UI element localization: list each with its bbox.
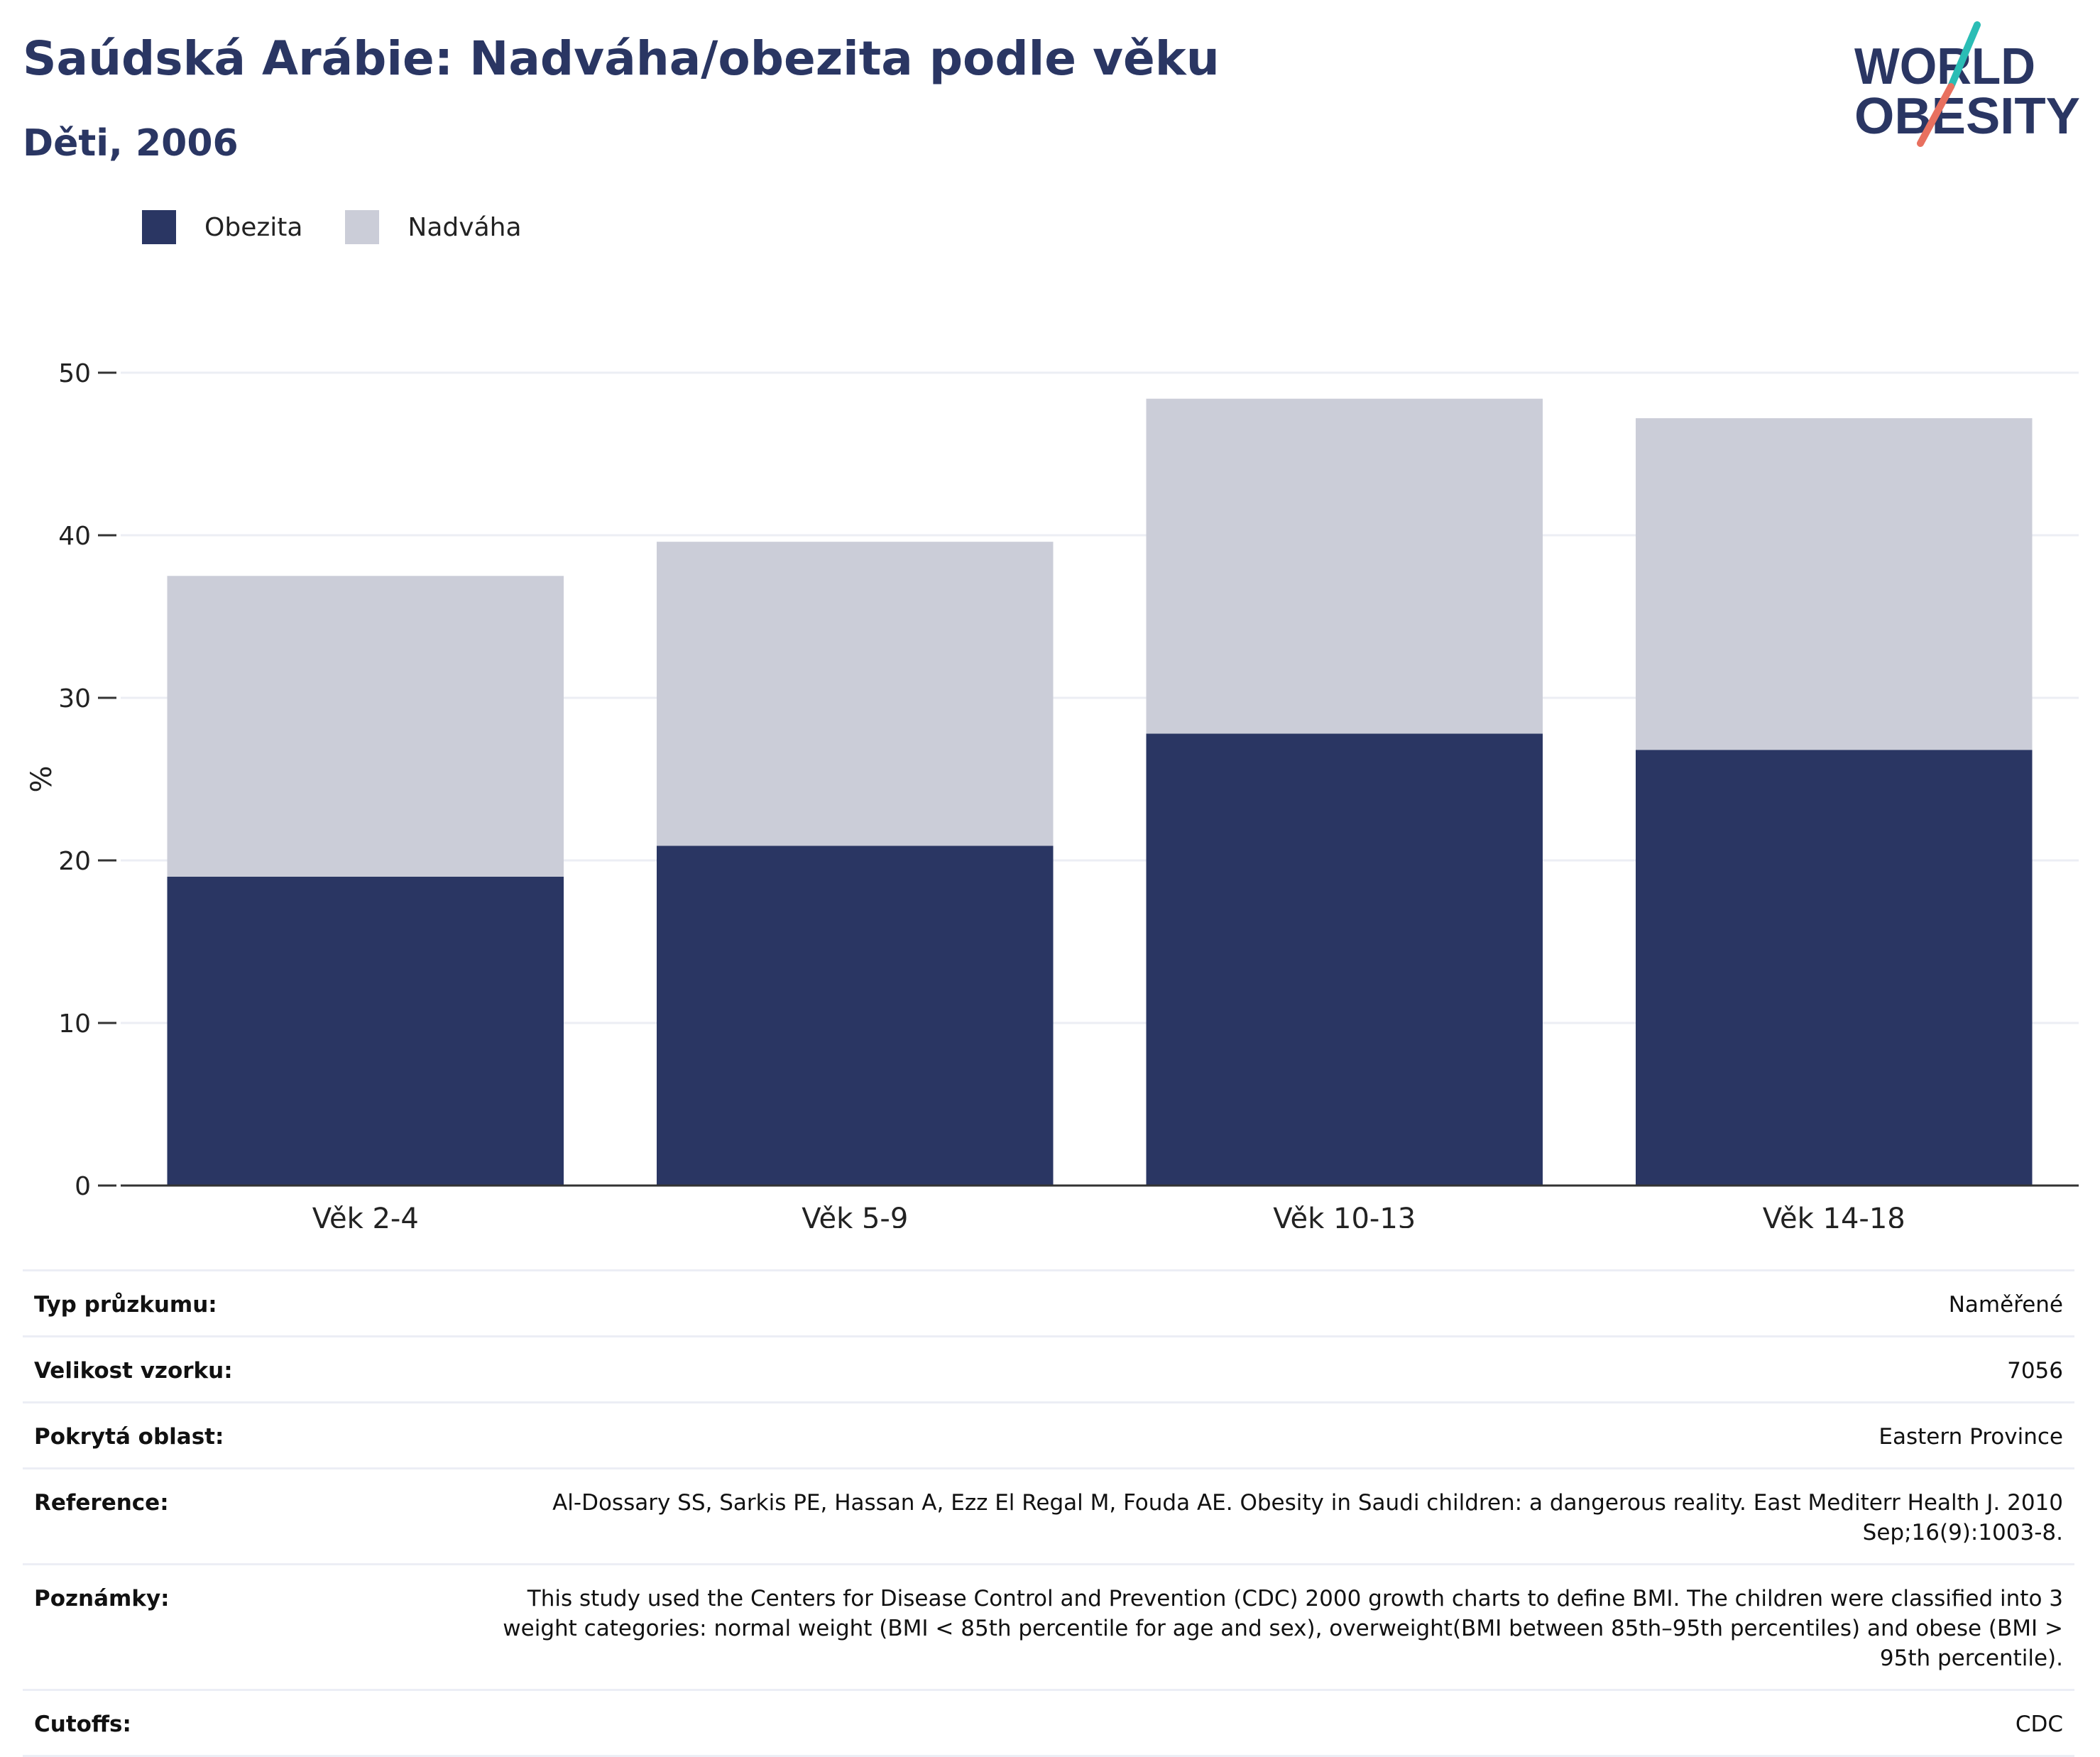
detail-label: Poznámky: bbox=[23, 1563, 443, 1690]
y-tick-label: 0 bbox=[75, 1172, 91, 1201]
detail-label: Typ průzkumu: bbox=[23, 1269, 443, 1337]
detail-row: Poznámky: This study used the Centers for… bbox=[23, 1563, 2074, 1690]
legend-item-obezita[interactable]: Obezita bbox=[142, 210, 302, 244]
legend-swatch-nadvaha bbox=[345, 210, 380, 244]
bar-obezita-1[interactable] bbox=[657, 845, 1054, 1186]
detail-value: 7056 bbox=[443, 1335, 2074, 1403]
detail-value: Eastern Province bbox=[443, 1401, 2074, 1469]
bar-nadv-ha-0[interactable] bbox=[167, 576, 564, 877]
y-tick-label: 10 bbox=[58, 1009, 91, 1039]
bars bbox=[167, 398, 2033, 1186]
detail-row: Typ průzkumu: Naměřené bbox=[23, 1269, 2074, 1337]
y-tick-label: 30 bbox=[58, 684, 91, 713]
chart-title: Saúdská Arábie: Nadváha/obezita podle vě… bbox=[23, 31, 1220, 86]
y-tick-label: 50 bbox=[58, 359, 91, 388]
bar-nadv-ha-3[interactable] bbox=[1636, 418, 2033, 750]
x-tick-label: Věk 2-4 bbox=[312, 1203, 419, 1228]
detail-value: CDC bbox=[443, 1689, 2074, 1757]
detail-value: Naměřené bbox=[443, 1269, 2074, 1337]
y-axis-label: % bbox=[26, 765, 58, 792]
bar-nadv-ha-1[interactable] bbox=[657, 542, 1054, 846]
detail-row: Pokrytá oblast: Eastern Province bbox=[23, 1401, 2074, 1469]
bar-obezita-2[interactable] bbox=[1146, 733, 1543, 1186]
detail-row: Velikost vzorku: 7056 bbox=[23, 1335, 2074, 1403]
detail-label: Velikost vzorku: bbox=[23, 1335, 443, 1403]
bar-obezita-3[interactable] bbox=[1636, 750, 2033, 1186]
legend-label-nadvaha: Nadváha bbox=[408, 212, 522, 242]
x-tick-label: Věk 10-13 bbox=[1273, 1203, 1416, 1228]
detail-label: Pokrytá oblast: bbox=[23, 1401, 443, 1469]
legend-swatch-obezita bbox=[142, 210, 176, 244]
logo-line2: OBESITY bbox=[1854, 88, 2080, 145]
y-tick-label: 20 bbox=[58, 847, 91, 876]
chart-legend: Obezita Nadváha bbox=[142, 210, 564, 244]
detail-label: Reference: bbox=[23, 1467, 443, 1565]
logo-line1: WORLD bbox=[1854, 38, 2035, 95]
x-tick-label: Věk 5-9 bbox=[802, 1203, 908, 1228]
detail-label: Cutoffs: bbox=[23, 1689, 443, 1757]
bar-nadv-ha-2[interactable] bbox=[1146, 398, 1543, 734]
stacked-bar-chart: 0 10 20 30 40 50% Věk 2-4 Věk 5-9 Věk 10-13 Věk 1… bbox=[26, 359, 2079, 1228]
chart-subtitle: Děti, 2006 bbox=[23, 122, 239, 165]
logo-slash-teal bbox=[1947, 21, 1981, 90]
y-tick-label: 40 bbox=[58, 522, 91, 551]
axes: 0 10 20 30 40 50% Věk 2-4 Věk 5-9 Věk 10-13 Věk 1… bbox=[26, 359, 2079, 1228]
detail-value: This study used the Centers for Disease … bbox=[443, 1563, 2074, 1690]
legend-item-nadvaha[interactable]: Nadváha bbox=[345, 210, 522, 244]
world-obesity-logo: WORLD OBESITY bbox=[1854, 21, 2080, 147]
detail-row: Reference: Al-Dossary SS, Sarkis PE, Hass… bbox=[23, 1467, 2074, 1565]
legend-label-obezita: Obezita bbox=[204, 212, 303, 242]
detail-value: Al-Dossary SS, Sarkis PE, Hassan A, Ezz … bbox=[443, 1467, 2074, 1565]
logo-slash-coral bbox=[1917, 83, 1954, 147]
study-details-table: Typ průzkumu: Naměřené Velikost vzorku: 705… bbox=[23, 1269, 2074, 1757]
bar-obezita-0[interactable] bbox=[167, 876, 564, 1186]
detail-row: Cutoffs: CDC bbox=[23, 1689, 2074, 1757]
x-tick-label: Věk 14-18 bbox=[1763, 1203, 1905, 1228]
